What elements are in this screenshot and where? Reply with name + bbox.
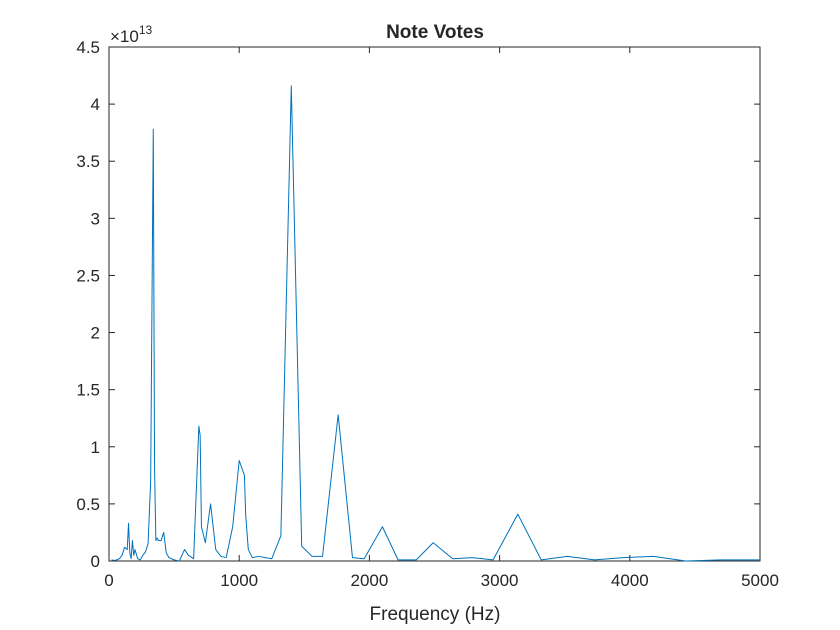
x-tick-label: 2000 — [350, 571, 388, 590]
y-tick-label: 1.5 — [76, 381, 100, 400]
axes-box — [108, 46, 761, 562]
y-tick-label: 3 — [91, 209, 100, 228]
x-tick-label: 5000 — [741, 571, 779, 590]
y-axis-multiplier: ×1013 — [110, 23, 153, 46]
x-tick-label: 4000 — [611, 571, 649, 590]
y-tick-label: 1 — [91, 438, 100, 457]
plot-area: 0 1000 2000 3000 4000 5000 0 0.5 1 1.5 2 2.5 3 3.5 4 4.… — [76, 38, 779, 590]
y-axis-multiplier-exponent: 13 — [139, 23, 153, 37]
y-tick-label: 3.5 — [76, 152, 100, 171]
x-tick-label: 3000 — [481, 571, 519, 590]
x-tick-label: 0 — [104, 571, 113, 590]
x-axis-label: Frequency (Hz) — [370, 604, 501, 625]
chart-title: Note Votes — [386, 22, 484, 43]
y-tick-label: 0.5 — [76, 495, 100, 514]
y-tick-label: 2.5 — [76, 266, 100, 285]
y-tick-label: 0 — [91, 552, 100, 571]
series-line — [111, 85, 760, 562]
y-axis-multiplier-base: ×10 — [110, 27, 139, 46]
x-tick-label: 1000 — [220, 571, 258, 590]
y-tick-label: 4.5 — [76, 38, 100, 57]
y-tick-label: 4 — [91, 95, 100, 114]
y-tick-label: 2 — [91, 324, 100, 343]
